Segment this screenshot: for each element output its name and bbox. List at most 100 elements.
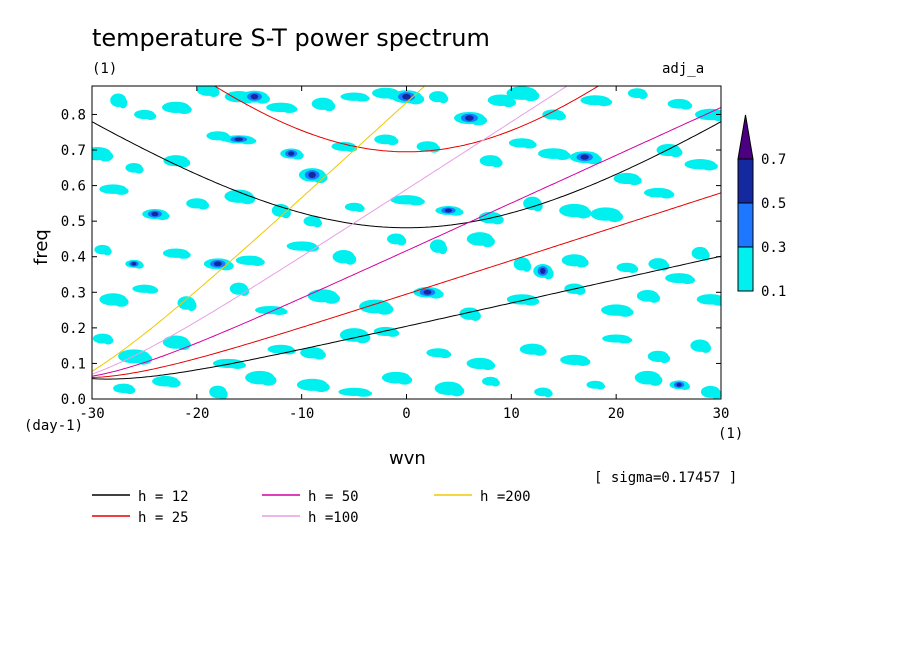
spot bbox=[207, 87, 220, 98]
spot bbox=[543, 390, 553, 398]
colorbar-label: 0.1 bbox=[761, 284, 786, 300]
spot bbox=[396, 375, 413, 385]
spot bbox=[480, 236, 495, 248]
spot bbox=[595, 98, 613, 107]
spot bbox=[396, 236, 407, 246]
x-tick-label: 0 bbox=[402, 406, 410, 422]
colorbar-label: 0.5 bbox=[761, 196, 786, 212]
spot bbox=[166, 379, 181, 388]
spot bbox=[323, 101, 336, 112]
spot bbox=[522, 90, 540, 102]
legend-label: h = 12 bbox=[138, 489, 189, 505]
spot bbox=[386, 329, 400, 337]
spot bbox=[176, 339, 191, 351]
spot bbox=[134, 353, 153, 365]
spot bbox=[186, 300, 197, 312]
spot bbox=[679, 101, 693, 110]
y-axis: 0.0 0.1 0.2 0.3 0.4 0.5 0.6 0.7 0.8 bbox=[61, 107, 721, 408]
curve-h25-kelvin bbox=[92, 192, 721, 379]
colorbar-arrow bbox=[737, 114, 754, 160]
curve-h50-kelvin bbox=[92, 107, 721, 377]
y-tick-label: 0.0 bbox=[61, 392, 86, 408]
spot bbox=[574, 257, 589, 268]
spot-peak bbox=[676, 382, 682, 387]
colorbar-segment bbox=[737, 158, 754, 204]
spot bbox=[312, 382, 330, 393]
spot bbox=[627, 176, 642, 186]
spot bbox=[711, 112, 721, 122]
y-tick-label: 0.6 bbox=[61, 179, 86, 195]
spot bbox=[270, 308, 288, 316]
spot bbox=[532, 346, 547, 356]
spot bbox=[102, 247, 112, 256]
y-axis-label: freq bbox=[31, 229, 52, 265]
spot bbox=[449, 385, 465, 397]
spot bbox=[144, 112, 157, 121]
curve-h12-kelvin bbox=[92, 255, 721, 380]
spot bbox=[532, 200, 543, 212]
spot bbox=[176, 158, 191, 168]
plot-frame bbox=[91, 85, 722, 400]
y-tick-label: 0.8 bbox=[61, 107, 86, 123]
spot bbox=[616, 307, 634, 317]
spot bbox=[522, 141, 537, 149]
spot-peak bbox=[308, 171, 316, 178]
spot-peak bbox=[423, 289, 432, 295]
spot bbox=[113, 187, 129, 195]
spot bbox=[249, 258, 265, 266]
spot bbox=[648, 293, 661, 303]
spot-peak bbox=[213, 261, 222, 267]
spot bbox=[197, 201, 210, 210]
x-tick-label: -20 bbox=[184, 406, 209, 422]
colorbar-label: 0.7 bbox=[761, 152, 786, 168]
legend-label: h = 50 bbox=[308, 489, 359, 505]
y-tick-label: 0.3 bbox=[61, 285, 86, 301]
legend: h = 12 h = 25 h = 50 h =100 h =200 bbox=[92, 489, 531, 526]
spot bbox=[312, 219, 323, 228]
spot-peak bbox=[234, 137, 244, 142]
spot bbox=[375, 303, 394, 315]
spot bbox=[480, 361, 496, 371]
chart-subtitle-left: (1) bbox=[92, 61, 117, 77]
spot bbox=[407, 197, 425, 206]
y-tick-label: 0.5 bbox=[61, 214, 86, 230]
spot bbox=[428, 144, 441, 153]
spot bbox=[522, 261, 532, 272]
spot-peak bbox=[250, 94, 259, 100]
spot bbox=[700, 343, 712, 354]
spot bbox=[354, 390, 373, 397]
spot bbox=[606, 211, 624, 223]
curve-h12-ig bbox=[92, 121, 721, 229]
spot-peak bbox=[402, 93, 411, 100]
spot bbox=[113, 296, 129, 307]
spot bbox=[323, 293, 340, 304]
spot-peak bbox=[151, 211, 159, 217]
x-axis: -30 -20 -10 0 10 20 30 bbox=[79, 86, 729, 422]
spot bbox=[176, 251, 191, 259]
spot bbox=[490, 158, 503, 168]
spot-peak bbox=[288, 151, 295, 156]
legend-label: h =100 bbox=[308, 510, 359, 526]
dispersion-curves bbox=[92, 86, 721, 380]
y-unit-label: (day-1) bbox=[24, 418, 83, 434]
spot-peak bbox=[444, 208, 453, 213]
spot bbox=[438, 350, 452, 359]
spot bbox=[658, 190, 675, 199]
spot bbox=[260, 374, 277, 386]
chart-title: temperature S-T power spectrum bbox=[92, 24, 490, 52]
spot bbox=[469, 311, 481, 322]
spot bbox=[281, 207, 291, 219]
spot bbox=[134, 165, 144, 174]
spot-peak bbox=[131, 262, 137, 266]
spot bbox=[574, 357, 591, 366]
spot bbox=[102, 336, 114, 345]
legend-label: h = 25 bbox=[138, 510, 189, 526]
x-tick-label: 30 bbox=[713, 406, 730, 422]
spot bbox=[386, 137, 399, 146]
spot bbox=[145, 287, 159, 294]
legend-label: h =200 bbox=[480, 489, 531, 505]
curve-h200-kelvin bbox=[92, 86, 426, 372]
spot bbox=[218, 389, 228, 399]
x-unit-label: (1) bbox=[718, 426, 743, 442]
spot bbox=[344, 254, 357, 265]
